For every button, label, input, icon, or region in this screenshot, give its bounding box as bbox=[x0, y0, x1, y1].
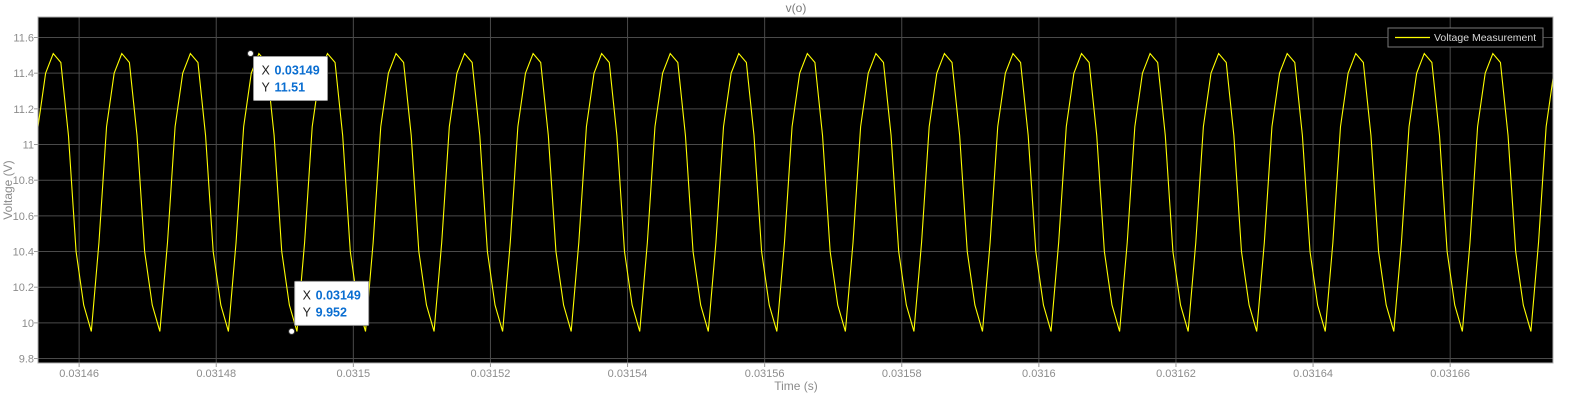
data-tips: X 0.03149 Y 11.51 X 0.03149 Y 9.952 bbox=[247, 50, 370, 335]
data-tip-x-label: X bbox=[262, 64, 271, 78]
data-tip-box bbox=[294, 280, 370, 326]
grid bbox=[38, 17, 1553, 363]
chart-title: v(o) bbox=[786, 1, 807, 15]
data-tip-marker[interactable] bbox=[288, 327, 296, 335]
y-tick-label: 9.8 bbox=[19, 354, 34, 366]
y-tick-label: 10.2 bbox=[13, 282, 34, 294]
legend[interactable]: Voltage Measurement bbox=[1387, 27, 1544, 48]
legend-box bbox=[1387, 27, 1544, 48]
x-tick-label: 0.03146 bbox=[59, 368, 99, 380]
data-tip-marker[interactable] bbox=[247, 50, 255, 58]
x-axis-ticks: 0.03146 0.03148 0.0315 0.03152 0.03154 0.0315… bbox=[59, 363, 1470, 380]
y-axis-title: Voltage (V) bbox=[1, 160, 15, 219]
series-layer bbox=[38, 52, 1553, 332]
y-axis-ticks: 9.8 10 10.2 10.4 10.6 10.8 11 11.2 11.4 11.6 bbox=[13, 33, 38, 366]
y-tick-label: 10.4 bbox=[13, 247, 34, 259]
data-tip-y-label: Y bbox=[262, 81, 271, 95]
data-tip-x-label: X bbox=[303, 288, 312, 302]
x-tick-label: 0.03162 bbox=[1156, 368, 1196, 380]
x-axis-title: Time (s) bbox=[774, 379, 818, 393]
data-tip-y-value: 9.952 bbox=[316, 305, 347, 319]
data-tip-y-label: Y bbox=[303, 305, 312, 319]
x-tick-label: 0.03164 bbox=[1293, 368, 1333, 380]
data-tip-x-value: 0.03149 bbox=[316, 288, 361, 302]
y-tick-label: 10.6 bbox=[13, 211, 34, 223]
data-tip-x-value: 0.03149 bbox=[275, 64, 320, 78]
y-tick-label: 10 bbox=[22, 318, 34, 330]
x-tick-label: 0.03166 bbox=[1430, 368, 1470, 380]
x-tick-label: 0.03154 bbox=[608, 368, 648, 380]
data-tip[interactable]: X 0.03149 Y 9.952 bbox=[288, 280, 370, 335]
y-tick-label: 11.6 bbox=[13, 33, 34, 45]
legend-label-voltage-measurement: Voltage Measurement bbox=[1434, 32, 1536, 44]
x-tick-label: 0.03152 bbox=[471, 368, 511, 380]
x-tick-label: 0.03148 bbox=[196, 368, 236, 380]
data-tip-box bbox=[253, 56, 329, 102]
y-tick-label: 11.2 bbox=[13, 104, 34, 116]
x-tick-label: 0.0316 bbox=[1022, 368, 1056, 380]
y-tick-label: 10.8 bbox=[13, 175, 34, 187]
y-tick-label: 11.4 bbox=[13, 68, 34, 80]
x-tick-label: 0.03158 bbox=[882, 368, 922, 380]
y-tick-label: 11 bbox=[23, 140, 34, 152]
data-tip[interactable]: X 0.03149 Y 11.51 bbox=[247, 50, 329, 102]
data-tip-y-value: 11.51 bbox=[275, 81, 306, 95]
series-line-voltage-measurement bbox=[38, 52, 1553, 332]
x-tick-label: 0.03156 bbox=[745, 368, 785, 380]
x-tick-label: 0.0315 bbox=[337, 368, 371, 380]
plot-border bbox=[37, 16, 1554, 364]
